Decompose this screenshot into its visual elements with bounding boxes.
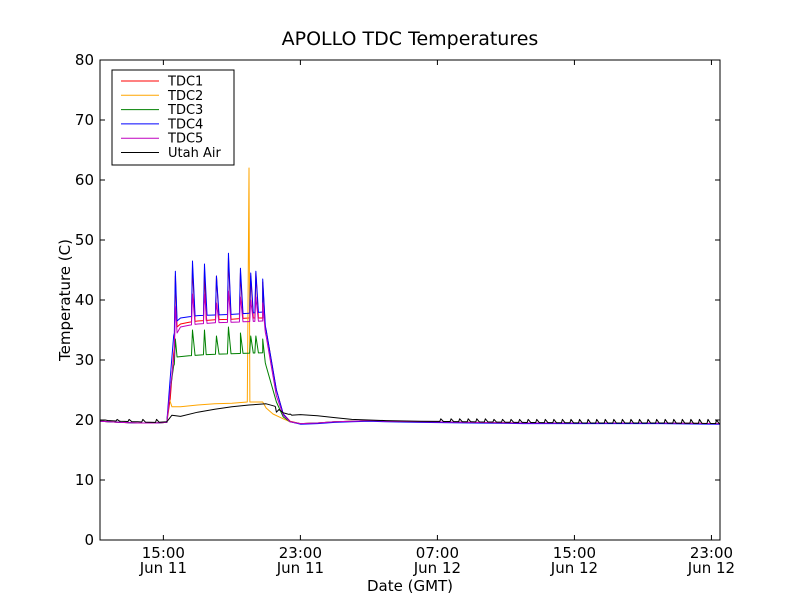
legend-label: TDC4: [167, 117, 203, 132]
y-tick-label: 30: [75, 351, 94, 369]
y-tick-label: 10: [75, 471, 94, 489]
x-axis-label: Date (GMT): [367, 577, 453, 595]
legend-box: [111, 69, 235, 166]
y-tick-label: 40: [75, 291, 94, 309]
y-tick-label: 20: [75, 411, 94, 429]
x-tick-label-time: 15:00: [142, 544, 185, 562]
legend-label: Utah Air: [168, 146, 221, 161]
y-tick-label: 50: [75, 231, 94, 249]
legend-label: TDC3: [167, 103, 203, 118]
x-tick-label-time: 23:00: [279, 544, 322, 562]
x-tick-label-date: Jun 11: [139, 559, 187, 577]
y-tick-label: 70: [75, 111, 94, 129]
x-tick-label-time: 07:00: [416, 544, 459, 562]
x-tick-label-date: Jun 12: [687, 559, 735, 577]
x-tick-label-time: 23:00: [690, 544, 733, 562]
x-tick-label-time: 15:00: [553, 544, 596, 562]
legend-label: TDC5: [167, 132, 203, 147]
series-line-tdc5: [99, 290, 721, 425]
series-line-utah-air: [99, 403, 721, 425]
x-tick-label-date: Jun 11: [276, 559, 324, 577]
series-layer: [99, 167, 721, 425]
y-axis: 0 10 20 30 40 50 60 70 80: [75, 51, 720, 549]
y-tick-label: 80: [75, 51, 94, 69]
x-tick-label-date: Jun 12: [550, 559, 598, 577]
x-tick-label-date: Jun 12: [413, 559, 461, 577]
chart-title: APOLLO TDC Temperatures: [282, 28, 539, 50]
y-tick-label: 60: [75, 171, 94, 189]
y-axis-label: Temperature (C): [56, 239, 74, 362]
y-tick-label: 0: [84, 531, 94, 549]
series-line-tdc4: [99, 252, 721, 425]
legend-label: TDC1: [167, 75, 203, 90]
legend-label: TDC2: [167, 89, 203, 104]
